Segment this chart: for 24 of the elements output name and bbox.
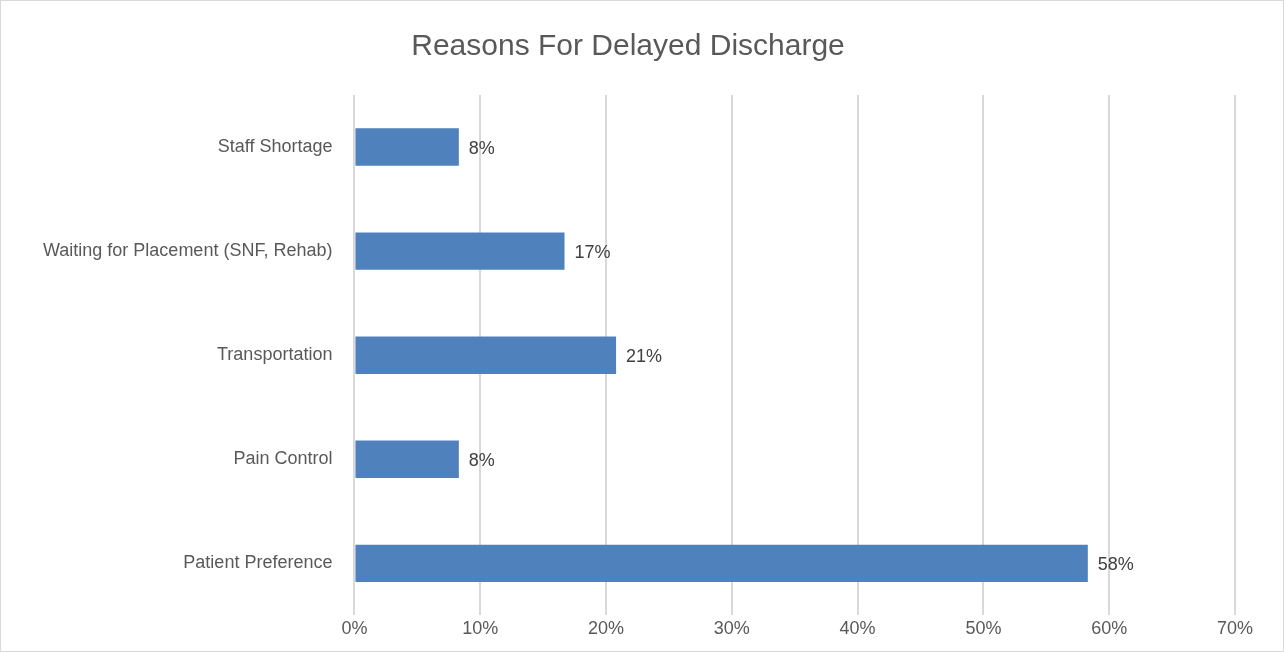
y-tick-label: Staff Shortage	[217, 136, 333, 157]
x-tick-label: 50%	[965, 618, 1002, 639]
chart-title: Reasons For Delayed Discharge	[411, 28, 845, 62]
y-tick-label: Patient Preference	[183, 552, 333, 573]
bar	[355, 232, 565, 270]
y-tick-label: Pain Control	[233, 448, 333, 469]
y-tick-label: Waiting for Placement (SNF, Rehab)	[42, 240, 333, 261]
data-label: 58%	[1097, 554, 1134, 575]
bar	[355, 128, 459, 166]
x-tick-label: 10%	[462, 618, 499, 639]
x-tick-label: 0%	[341, 618, 368, 639]
x-tick-label: 30%	[713, 618, 750, 639]
data-label: 8%	[468, 450, 495, 471]
x-tick-label: 70%	[1216, 618, 1254, 639]
bar	[355, 440, 459, 479]
bar	[355, 336, 617, 374]
data-label: 17%	[574, 242, 611, 263]
x-tick-label: 40%	[839, 618, 876, 639]
x-tick-label: 20%	[588, 618, 625, 639]
y-tick-label: Transportation	[217, 344, 333, 365]
x-tick-label: 60%	[1091, 618, 1128, 639]
data-label: 21%	[626, 346, 663, 367]
bar	[355, 544, 1088, 583]
data-label: 8%	[468, 138, 495, 159]
